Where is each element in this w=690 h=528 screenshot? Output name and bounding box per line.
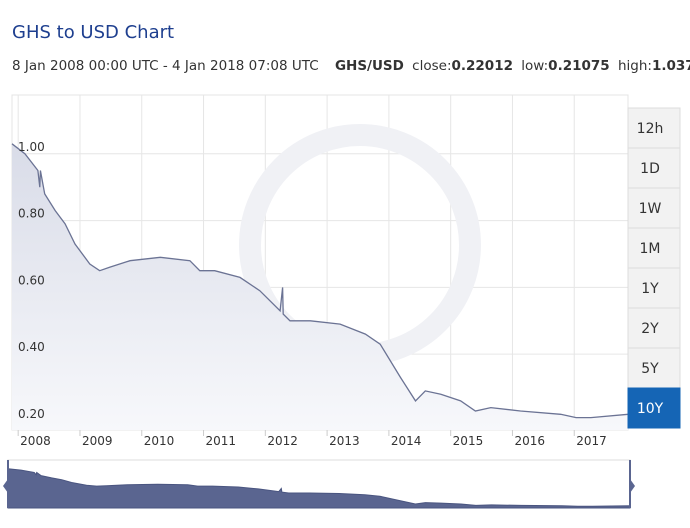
range-button[interactable]: 1M [627,227,681,269]
range-button-label[interactable]: 10Y [637,401,664,417]
range-button-bg[interactable] [627,347,681,389]
y-tick-label: 0.80 [18,207,45,221]
range-button[interactable]: 5Y [627,347,681,389]
chart-title: GHS to USD Chart [12,22,174,43]
stat-label: close: [412,58,451,74]
pair: GHS/USD [335,58,404,74]
y-tick-label: 1.00 [18,140,45,154]
range-button[interactable]: 2Y [627,307,681,349]
range-button-bg[interactable] [627,227,681,269]
stat-label: high: [618,58,652,74]
range-button-bg[interactable] [627,387,681,429]
x-tick-label: 2009 [82,434,113,448]
range-button-bg[interactable] [627,187,681,229]
date-range: 8 Jan 2008 00:00 UTC - 4 Jan 2018 07:08 … [12,58,319,74]
x-tick-label: 2010 [144,434,175,448]
stat-value: 0.22012 [452,58,514,74]
y-tick-label: 0.60 [18,273,45,287]
x-tick-label: 2011 [206,434,237,448]
range-button-bg[interactable] [627,147,681,189]
x-tick-label: 2017 [576,434,607,448]
x-tick-label: 2008 [20,434,51,448]
x-tick-label: 2013 [329,434,360,448]
range-button-label[interactable]: 5Y [641,361,659,377]
y-tick-label: 0.20 [18,407,45,421]
navigator-area [7,468,631,509]
range-button[interactable]: 1W [627,187,681,229]
stat-label: low: [521,58,548,74]
range-button-label[interactable]: 1D [640,161,660,177]
x-tick-label: 2014 [391,434,422,448]
subtitle: 8 Jan 2008 00:00 UTC - 4 Jan 2018 07:08 … [12,58,690,74]
range-button-label[interactable]: 1M [640,241,661,257]
y-tick-label: 0.40 [18,340,45,354]
range-button[interactable]: 12h [627,107,681,149]
stat-value: 1.03793 [652,58,690,74]
navigator-handle[interactable] [3,479,8,493]
range-button-label[interactable]: 2Y [641,321,659,337]
range-button[interactable]: 1D [627,147,681,189]
area [12,143,628,431]
range-button[interactable]: 10Y [627,387,681,429]
range-button[interactable]: 1Y [627,267,681,309]
range-button-bg[interactable] [627,307,681,349]
line [11,143,629,419]
axis: 2008 2009 2010 2011 2012 2013 2014 2015 2016 2017… [17,140,607,448]
x-tick-label: 2016 [514,434,545,448]
range-buttons: 12h 1D 1W 1M 1Y 2Y 5Y 10Y [627,107,681,429]
range-button-label[interactable]: 12h [637,121,664,137]
navigator-series [7,468,631,509]
plot [11,143,629,431]
range-button-bg[interactable] [627,267,681,309]
range-button-label[interactable]: 1W [639,201,662,217]
stat-value: 0.21075 [548,58,610,74]
range-button-bg[interactable] [627,107,681,149]
navigator-handle[interactable] [630,479,635,493]
x-tick-label: 2015 [453,434,484,448]
x-tick-label: 2012 [267,434,298,448]
range-button-label[interactable]: 1Y [641,281,659,297]
